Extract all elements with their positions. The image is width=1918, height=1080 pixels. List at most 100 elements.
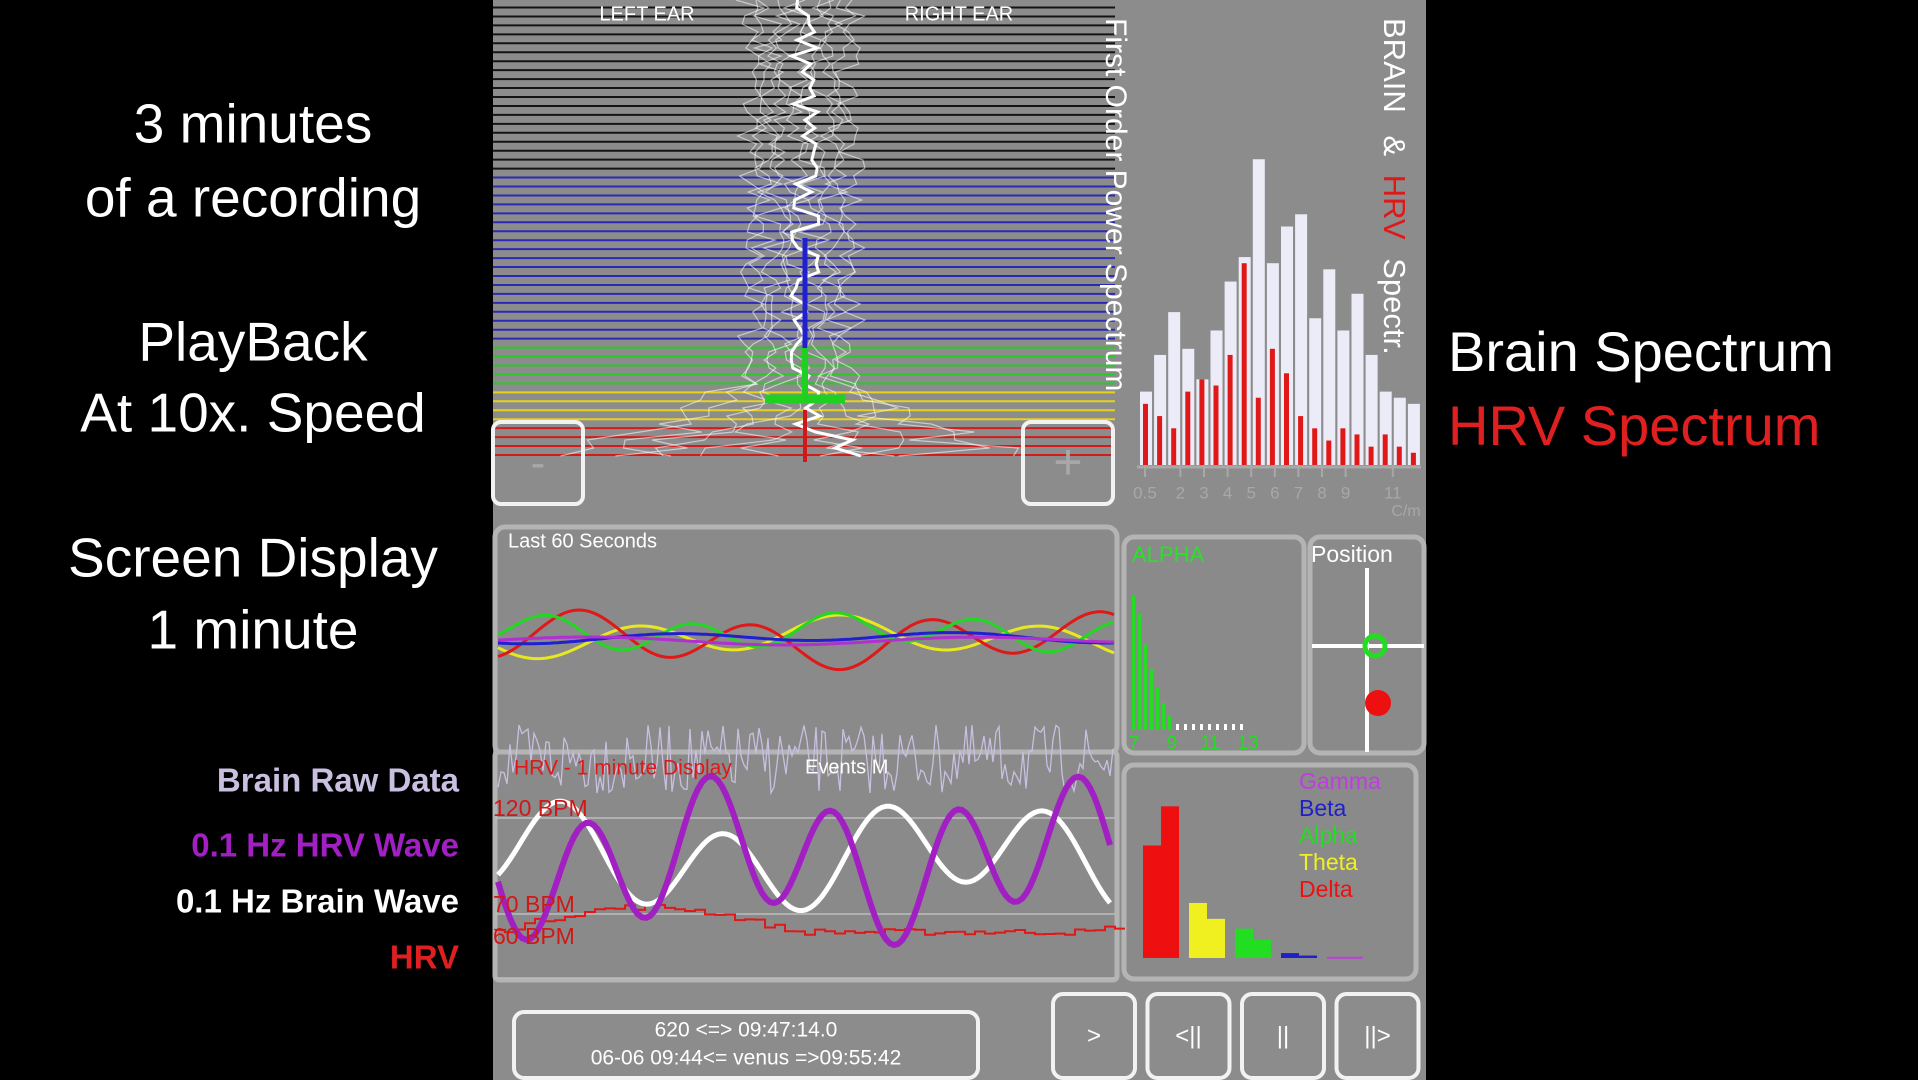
hrv-bar [1298, 416, 1304, 465]
alpha-dot [1176, 724, 1179, 730]
caption: At 10x. Speed [80, 382, 426, 444]
playback-label: <|| [1175, 1022, 1201, 1049]
status-line: 620 <=> 09:47:14.0 [655, 1019, 838, 1042]
hrv-bar [1312, 428, 1318, 465]
raw-trace [807, 0, 895, 457]
title-part: & [1377, 135, 1412, 156]
alpha-bar [1168, 715, 1171, 730]
caption: PlayBack [138, 311, 368, 373]
brain-bar [1252, 159, 1265, 465]
band-bar [1253, 939, 1271, 958]
brain-bar [1365, 354, 1378, 465]
tick-label: 5 [1246, 483, 1255, 502]
hrv-bar [1185, 391, 1191, 465]
alpha-tick: 11 [1200, 733, 1220, 754]
playback-button[interactable] [1051, 992, 1137, 1080]
bpm-label: 60 BPM [493, 923, 575, 949]
title-part: BRAIN [1377, 18, 1412, 113]
ear-label: LEFT EAR [599, 3, 694, 25]
hrv-bar [1199, 379, 1205, 465]
hrv-bar [1410, 452, 1416, 465]
alpha-dot [1184, 724, 1187, 730]
raw-trace [816, 0, 905, 457]
brain-wave [496, 798, 1112, 914]
band-bar [1161, 806, 1179, 958]
raw-trace [733, 0, 811, 457]
raw-brain [497, 724, 1114, 796]
status-box [512, 1010, 980, 1080]
hrv-bar [1326, 440, 1332, 465]
caption: 1 minute [148, 599, 359, 661]
alpha-bar [1132, 595, 1135, 730]
bpm-label: 70 BPM [493, 891, 575, 917]
spectrum-title: BRAIN & HRV Spectr. [1377, 18, 1412, 355]
zoom-in-button[interactable] [1021, 420, 1115, 506]
playback-button[interactable] [1240, 992, 1326, 1080]
raw-trace [834, 0, 1020, 457]
band-legend: Gamma [1299, 768, 1381, 794]
band-legend: Beta [1299, 795, 1347, 821]
hrv-line [494, 903, 1125, 936]
caption: 3 minutes [134, 93, 372, 155]
hrv-title: HRV - 1 minute Display [514, 757, 732, 780]
hrv-bar [1255, 397, 1261, 465]
raw-trace [797, 0, 871, 457]
playback-button[interactable] [1334, 992, 1421, 1080]
band-bar [1143, 845, 1161, 958]
hrv-panel [492, 749, 1120, 983]
hrv-bar [1382, 434, 1388, 465]
playback-button[interactable] [1145, 992, 1232, 1080]
tick-label: 4 [1223, 483, 1232, 502]
alpha-tick: 13 [1237, 733, 1258, 754]
wave [497, 635, 1115, 647]
spectrum-unit: C/m [1391, 503, 1420, 520]
alpha-dot [1232, 724, 1235, 730]
zoom-in-label: + [1053, 434, 1082, 490]
hrv-bar [1368, 446, 1374, 465]
brain-bar [1168, 312, 1181, 465]
tick-label: 0.5 [1133, 483, 1157, 502]
legend-caption: 0.1 Hz HRV Wave [191, 827, 459, 864]
band-bar [1281, 953, 1299, 958]
tick-label: 6 [1270, 483, 1279, 502]
wave [497, 608, 1115, 672]
playback-label: ||> [1364, 1022, 1390, 1049]
legend-caption: 0.1 Hz Brain Wave [176, 883, 459, 920]
alpha-dot [1224, 724, 1227, 730]
band-legend: Delta [1299, 876, 1353, 902]
alpha-dot [1192, 724, 1195, 730]
hrv-wave [495, 773, 1113, 949]
alpha-dot [1240, 724, 1243, 730]
raw-trace [560, 0, 766, 457]
hrv-bar [1396, 446, 1402, 465]
alpha-dot [1200, 724, 1203, 730]
band-legend: Theta [1299, 849, 1358, 875]
playback-label: > [1087, 1022, 1101, 1049]
tick-label: 2 [1176, 483, 1185, 502]
band-bar [1189, 902, 1207, 958]
alpha-bar [1156, 687, 1159, 730]
events-label: Events M [805, 756, 888, 778]
status-line: 06-06 09:44<= venus =>09:55:42 [591, 1047, 902, 1070]
hrv-bar [1269, 348, 1275, 465]
alpha-bar [1138, 613, 1141, 730]
zoom-out-button[interactable] [491, 420, 585, 506]
band-bar [1235, 928, 1253, 958]
hrv-bar [1227, 354, 1233, 465]
traces [560, 0, 1020, 462]
hrv-bar [1157, 416, 1163, 465]
alpha-tick: 9 [1167, 733, 1178, 754]
tick-label: 11 [1384, 483, 1402, 502]
alpha-dot [1216, 724, 1219, 730]
alpha-panel [1121, 534, 1307, 756]
tick-label: 8 [1317, 483, 1326, 502]
hrv-bar [1213, 385, 1219, 465]
brain-bar [1323, 269, 1336, 465]
band-bar [1345, 956, 1363, 959]
brain-bar [1351, 293, 1364, 465]
hrv-bar [1171, 428, 1177, 465]
power-title: First Order Power Spectrum [1099, 18, 1132, 391]
tick-label: 3 [1199, 483, 1208, 502]
